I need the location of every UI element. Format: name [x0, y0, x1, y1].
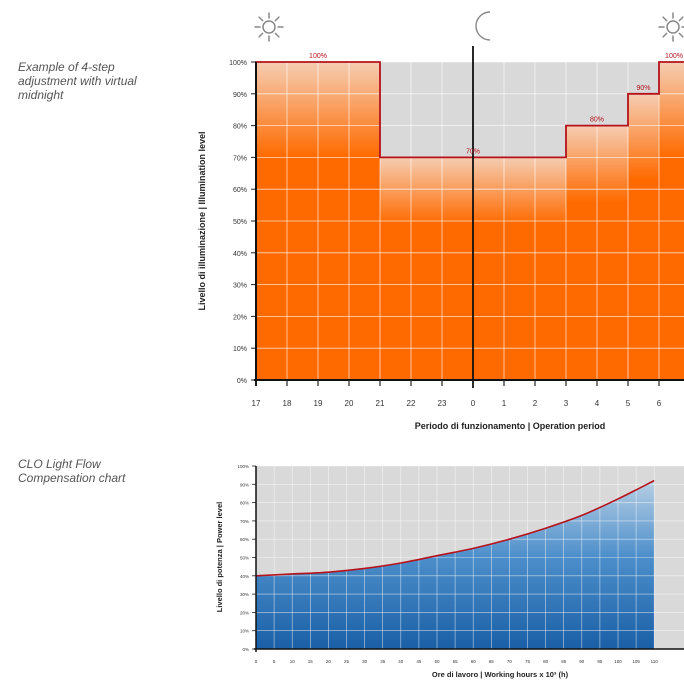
- x-tick-label: 25: [344, 659, 350, 664]
- illumination-step-chart: 0% 10% 20% 30% 40% 50% 60% 70% 80% 90% 100% 17 18 19 2…: [197, 11, 684, 431]
- x-tick-label: 23: [438, 399, 447, 408]
- x-tick-label: 80: [543, 659, 549, 664]
- y-tick-label: 60%: [233, 187, 247, 194]
- moon-icon: [475, 11, 491, 41]
- x-axis-label: Periodo di funzionamento | Operation per…: [415, 421, 606, 431]
- x-tick-label: 0: [471, 399, 476, 408]
- sun-icon-ray: [678, 32, 684, 38]
- x-tick-label: 35: [380, 659, 386, 664]
- moon-icon-shape: [475, 11, 491, 41]
- sun-icon-ray: [258, 16, 264, 22]
- x-tick-label: 3: [564, 399, 569, 408]
- x-tick-label: 95: [597, 659, 603, 664]
- y-axis-label: Livello di potenza | Power level: [215, 502, 224, 612]
- x-tick-label: 70: [507, 659, 513, 664]
- x-tick-label: 90: [579, 659, 585, 664]
- x-tick-label: 15: [308, 659, 314, 664]
- y-tick-label: 30%: [233, 283, 247, 290]
- y-tick-label: 10%: [240, 629, 249, 634]
- x-tick-label: 75: [525, 659, 531, 664]
- x-tick-label: 55: [453, 659, 459, 664]
- sun-icon-ray: [258, 32, 264, 38]
- y-tick-label: 80%: [240, 501, 249, 506]
- x-tick-label: 22: [407, 399, 416, 408]
- y-tick-label: 30%: [240, 592, 249, 597]
- sun-icon-ray: [274, 16, 280, 22]
- sun-icon: [658, 12, 684, 42]
- y-tick-label: 90%: [240, 482, 249, 487]
- y-tick-label: 50%: [233, 219, 247, 226]
- sun-icon-ray: [678, 16, 684, 22]
- y-tick-label: 100%: [237, 464, 249, 469]
- y-tick-label: 100%: [229, 60, 247, 67]
- sun-icon-ray: [662, 32, 668, 38]
- compensation-curve: [255, 479, 655, 577]
- x-tick-label: 45: [416, 659, 422, 664]
- x-tick-label: 65: [489, 659, 495, 664]
- step-value-label: 100%: [665, 53, 683, 60]
- x-tick-label: 6: [657, 399, 662, 408]
- x-tick-label: 17: [252, 399, 261, 408]
- x-tick-label: 100: [614, 659, 622, 664]
- x-tick-label: 110: [651, 659, 659, 664]
- y-tick-label: 20%: [233, 314, 247, 321]
- y-tick-label: 60%: [240, 537, 249, 542]
- x-tick-label: 2: [533, 399, 538, 408]
- y-axis-label: Livello di illuminazione | Illumination …: [197, 131, 207, 310]
- x-tick-label: 40: [398, 659, 404, 664]
- x-tick-label: 20: [326, 659, 332, 664]
- x-tick-label: 18: [283, 399, 292, 408]
- sun-icon: [254, 12, 284, 42]
- y-tick-label: 90%: [233, 92, 247, 99]
- y-tick-label: 80%: [233, 124, 247, 131]
- y-tick-label: 40%: [233, 251, 247, 258]
- step-value-label: 70%: [466, 148, 480, 155]
- y-tick-label: 50%: [240, 556, 249, 561]
- y-tick-label: 0%: [242, 647, 249, 652]
- step-value-label: 80%: [590, 117, 604, 124]
- x-tick-label: 19: [314, 399, 323, 408]
- plot-background: [256, 466, 684, 649]
- x-tick-label: 0: [255, 659, 258, 664]
- x-tick-label: 30: [362, 659, 368, 664]
- y-tick-label: 40%: [240, 574, 249, 579]
- y-tick-label: 70%: [233, 155, 247, 162]
- x-tick-label: 105: [632, 659, 640, 664]
- step-value-label: 100%: [309, 53, 327, 60]
- x-tick-label: 5: [273, 659, 276, 664]
- sun-icon-ray: [662, 16, 668, 22]
- y-tick-label: 20%: [240, 610, 249, 615]
- y-tick-label: 0%: [237, 378, 247, 385]
- sun-icon-disc: [262, 20, 276, 34]
- x-tick-label: 5: [626, 399, 631, 408]
- x-axis-label: Ore di lavoro | Working hours x 10³ (h): [432, 670, 569, 679]
- x-tick-label: 85: [561, 659, 567, 664]
- step-value-label: 90%: [636, 85, 650, 92]
- x-tick-label: 60: [471, 659, 477, 664]
- x-tick-label: 21: [376, 399, 385, 408]
- sun-icon-ray: [274, 32, 280, 38]
- compensation-area: [256, 480, 655, 649]
- y-tick-label: 70%: [240, 519, 249, 524]
- chart1-caption: Example of 4-step adjustment with virtua…: [18, 60, 137, 102]
- sun-icon-disc: [666, 20, 680, 34]
- step-area: [628, 93, 659, 381]
- x-tick-label: 4: [595, 399, 600, 408]
- x-tick-label: 20: [345, 399, 354, 408]
- y-tick-label: 10%: [233, 346, 247, 353]
- x-tick-label: 10: [290, 659, 296, 664]
- x-tick-label: 50: [434, 659, 440, 664]
- x-tick-label: 1: [502, 399, 507, 408]
- step-line: [255, 61, 684, 380]
- chart2-caption: CLO Light Flow Compensation chart: [18, 457, 126, 485]
